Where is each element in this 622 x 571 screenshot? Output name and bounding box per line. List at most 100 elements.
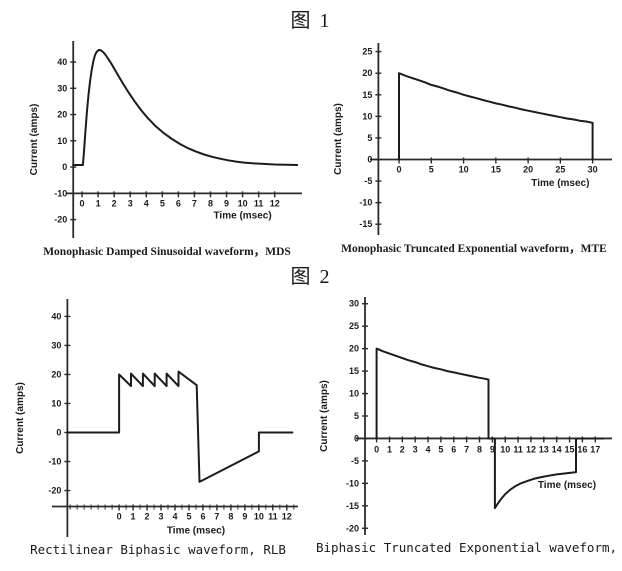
svg-text:-20: -20 (54, 215, 67, 225)
svg-text:4: 4 (172, 512, 177, 522)
svg-text:40: 40 (57, 57, 67, 67)
svg-text:Time (msec): Time (msec) (538, 480, 596, 491)
svg-text:12: 12 (270, 198, 280, 208)
svg-text:4: 4 (144, 198, 149, 208)
svg-text:-20: -20 (346, 523, 359, 533)
svg-text:30: 30 (51, 340, 61, 350)
svg-text:6: 6 (176, 198, 181, 208)
svg-text:Current (amps): Current (amps) (319, 380, 330, 452)
svg-text:-5: -5 (364, 176, 372, 186)
svg-text:10: 10 (254, 512, 264, 522)
svg-text:1: 1 (96, 198, 101, 208)
svg-text:-10: -10 (346, 478, 359, 488)
svg-text:15: 15 (565, 444, 575, 454)
svg-text:2: 2 (112, 198, 117, 208)
svg-text:5: 5 (354, 411, 359, 421)
svg-text:15: 15 (362, 90, 372, 100)
svg-text:10: 10 (51, 398, 61, 408)
svg-text:-10: -10 (54, 188, 67, 198)
svg-text:-10: -10 (48, 457, 61, 467)
svg-text:5: 5 (367, 133, 372, 143)
svg-text:20: 20 (523, 164, 533, 174)
rlb-caption: Rectilinear Biphasic waveform, RLB (30, 542, 286, 557)
svg-text:15: 15 (491, 164, 501, 174)
svg-text:5: 5 (438, 444, 443, 454)
svg-text:1: 1 (387, 444, 392, 454)
svg-text:8: 8 (228, 512, 233, 522)
svg-text:5: 5 (186, 512, 191, 522)
svg-text:-5: -5 (351, 456, 359, 466)
svg-text:12: 12 (526, 444, 536, 454)
svg-text:Time (msec): Time (msec) (531, 178, 589, 189)
svg-text:11: 11 (268, 512, 278, 522)
svg-text:6: 6 (451, 444, 456, 454)
svg-text:16: 16 (577, 444, 587, 454)
svg-text:7: 7 (464, 444, 469, 454)
svg-text:8: 8 (208, 198, 213, 208)
bte-caption: Biphasic Truncated Exponential waveform,… (316, 540, 622, 555)
bte-chart-canvas: 0 1 2 3 4 5 6 7 8 9 10 11 12 13 14 15 16 17-20-15-10-5051… (319, 297, 612, 535)
svg-text:14: 14 (552, 444, 562, 454)
svg-text:Current (amps): Current (amps) (333, 103, 344, 175)
svg-text:8: 8 (477, 444, 482, 454)
svg-text:Current (amps): Current (amps) (15, 382, 26, 454)
svg-text:-10: -10 (359, 198, 372, 208)
svg-text:25: 25 (349, 321, 359, 331)
svg-text:0: 0 (354, 433, 359, 443)
svg-text:Current (amps): Current (amps) (29, 104, 40, 176)
chart-bte: 0 1 2 3 4 5 6 7 8 9 10 11 12 13 14 15 16 17 -20 -15 -10 -5 0 5 1… (316, 292, 622, 555)
svg-text:10: 10 (500, 444, 510, 454)
svg-text:10: 10 (459, 164, 469, 174)
svg-text:30: 30 (588, 164, 598, 174)
svg-text:1: 1 (131, 512, 136, 522)
svg-text:30: 30 (349, 299, 359, 309)
svg-text:0: 0 (56, 428, 61, 438)
svg-text:2: 2 (145, 512, 150, 522)
svg-text:9: 9 (490, 444, 495, 454)
svg-text:Time (msec): Time (msec) (167, 526, 225, 537)
figure-2-heading: 图 2 (290, 266, 332, 288)
svg-text:25: 25 (555, 164, 565, 174)
svg-text:0: 0 (397, 164, 402, 174)
mte-chart-canvas: 0 5 10 15 20 25 30 -15 -10 -5 0 5 10 15 20 25 Time (msec… (333, 43, 612, 235)
svg-text:3: 3 (128, 198, 133, 208)
svg-text:40: 40 (51, 311, 61, 321)
svg-text:11: 11 (513, 444, 523, 454)
svg-text:25: 25 (362, 47, 372, 57)
svg-text:7: 7 (192, 198, 197, 208)
svg-text:0: 0 (62, 162, 67, 172)
svg-text:30: 30 (57, 83, 67, 93)
svg-text:3: 3 (413, 444, 418, 454)
svg-text:0: 0 (367, 154, 372, 164)
chart-mds: 0 1 2 3 4 5 6 7 8 9 10 11 12 -20 -10 0 10 20 30 40 Time (mse… (26, 36, 308, 259)
svg-text:5: 5 (429, 164, 434, 174)
chart-rlb: 0 1 2 3 4 5 6 7 8 9 10 11 12 -20 -10 0 10 20 30 40 Time (mse… (12, 294, 304, 557)
svg-text:20: 20 (362, 68, 372, 78)
svg-text:-20: -20 (48, 486, 61, 496)
svg-text:Time (msec): Time (msec) (214, 210, 272, 221)
svg-text:12: 12 (282, 512, 292, 522)
svg-text:-15: -15 (359, 219, 372, 229)
svg-text:0: 0 (80, 198, 85, 208)
svg-text:20: 20 (51, 369, 61, 379)
svg-text:9: 9 (242, 512, 247, 522)
svg-text:10: 10 (238, 198, 248, 208)
svg-text:10: 10 (349, 389, 359, 399)
svg-text:20: 20 (57, 110, 67, 120)
svg-text:0: 0 (117, 512, 122, 522)
svg-text:-15: -15 (346, 501, 359, 511)
svg-text:2: 2 (400, 444, 405, 454)
svg-text:0: 0 (374, 444, 379, 454)
svg-text:11: 11 (254, 198, 264, 208)
svg-text:20: 20 (349, 344, 359, 354)
svg-text:4: 4 (426, 444, 431, 454)
chart-mte: 0 5 10 15 20 25 30 -15 -10 -5 0 5 10 15 20 25 Time (msec… (330, 38, 618, 256)
svg-text:10: 10 (57, 136, 67, 146)
svg-text:9: 9 (224, 198, 229, 208)
svg-text:13: 13 (539, 444, 549, 454)
mte-caption: Monophasic Truncated Exponential wavefor… (341, 243, 607, 255)
svg-text:10: 10 (362, 111, 372, 121)
svg-text:3: 3 (159, 512, 164, 522)
